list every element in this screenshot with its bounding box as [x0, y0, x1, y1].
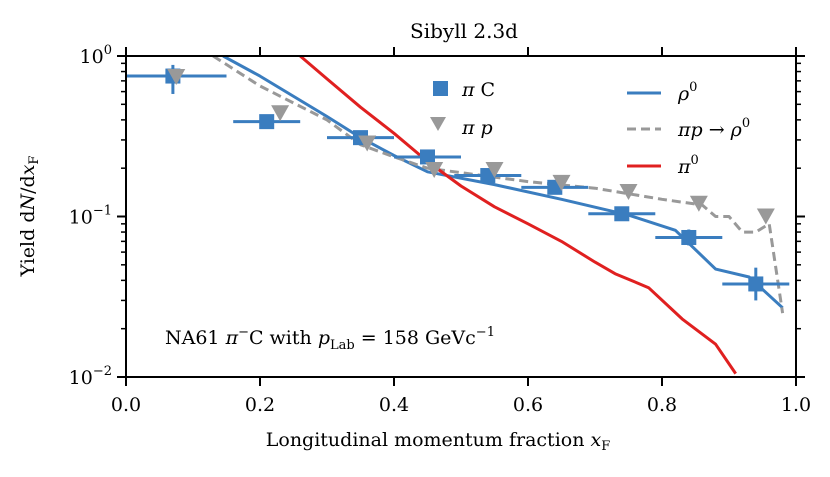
svg-text:Yield dN/dxF: Yield dN/dxF	[17, 156, 42, 278]
data-point-pi-p-5	[552, 174, 571, 191]
legend-label-pip-rho0: πp → ρ0	[677, 116, 750, 141]
data-point-pi-p-0	[167, 68, 186, 85]
legend: π C π p ρ0 πp → ρ0 π0	[430, 79, 750, 178]
data-point-pi-p-6	[619, 184, 638, 201]
legend-marker-pi-c	[433, 81, 448, 96]
y-tick-label-1: 10−1	[69, 204, 112, 229]
series-line-pip-to-rho0	[212, 56, 785, 314]
y-tick-label-0: 100	[80, 43, 112, 68]
chart-annotation: NA61 π−C with pLab = 158 GeVc−1	[165, 325, 495, 353]
data-point-pi-p-4	[485, 161, 504, 178]
data-point-pi-c-8	[748, 276, 764, 292]
legend-label-pi0: π0	[677, 153, 699, 178]
x-tick-label-2: 0.4	[379, 394, 409, 416]
data-point-pi-p-8	[756, 208, 775, 225]
legend-label-rho0: ρ0	[677, 80, 697, 105]
data-point-pi-p-2	[358, 135, 377, 152]
x-tick-label-1: 0.2	[245, 394, 275, 416]
data-point-pi-c-6	[614, 206, 630, 222]
svg-text:NA61 π−C with pLab = 158 GeVc−: NA61 π−C with pLab = 158 GeVc−1	[165, 325, 495, 353]
legend-marker-pi-p	[430, 117, 446, 131]
plot-series	[126, 56, 790, 375]
x-tick-label-0: 0.0	[111, 394, 141, 416]
data-point-pi-p-7	[689, 195, 708, 212]
legend-label-pi-p: π p	[461, 117, 493, 139]
x-tick-label-5: 1.0	[781, 394, 811, 416]
y-tick-label-2: 10−2	[69, 364, 112, 389]
data-point-pi-p-3	[425, 161, 444, 178]
data-point-pi-c-3	[420, 149, 435, 165]
chart-title: Sibyll 2.3d	[410, 19, 518, 43]
axis-ticks: 0.0 0.2 0.4 0.6 0.8 1.0 100 10−1 10−2	[69, 43, 811, 416]
data-point-pi-c-1	[259, 114, 275, 130]
data-point-pi-c-7	[681, 229, 697, 245]
x-axis-title: Longitudinal momentum fraction xF	[266, 429, 610, 454]
series-line-pi0	[299, 56, 737, 375]
legend-label-pi-c: π C	[461, 79, 495, 101]
data-point-pi-p-1	[271, 105, 290, 122]
y-axis-title: Yield dN/dxF	[17, 156, 42, 278]
svg-text:Longitudinal momentum fraction: Longitudinal momentum fraction xF	[266, 429, 610, 454]
plot-area	[126, 56, 790, 375]
series-line-rho0	[222, 56, 784, 309]
x-tick-label-3: 0.6	[513, 394, 543, 416]
x-tick-label-4: 0.8	[647, 394, 677, 416]
